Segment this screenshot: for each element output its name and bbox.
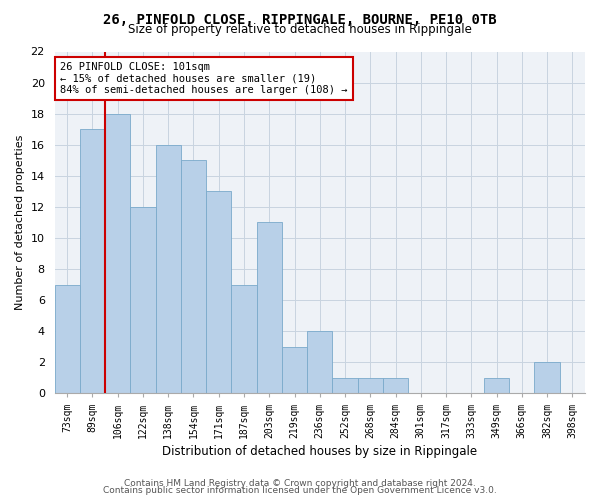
X-axis label: Distribution of detached houses by size in Rippingale: Distribution of detached houses by size … (162, 444, 478, 458)
Bar (155, 144, 181, 394)
Bar (484, 378, 509, 394)
Bar (358, 378, 383, 394)
Y-axis label: Number of detached properties: Number of detached properties (15, 134, 25, 310)
Bar (105, 114, 130, 394)
Bar (535, 362, 560, 394)
Bar (332, 378, 358, 394)
Bar (383, 378, 408, 394)
Text: Size of property relative to detached houses in Rippingale: Size of property relative to detached ho… (128, 22, 472, 36)
Bar (307, 331, 332, 394)
Bar (206, 192, 232, 394)
Text: 26, PINFOLD CLOSE, RIPPINGALE, BOURNE, PE10 0TB: 26, PINFOLD CLOSE, RIPPINGALE, BOURNE, P… (103, 12, 497, 26)
Bar (257, 222, 282, 394)
Bar (80, 129, 105, 394)
Bar (282, 346, 307, 394)
Bar (232, 284, 257, 394)
Bar (181, 160, 206, 394)
Text: Contains HM Land Registry data © Crown copyright and database right 2024.: Contains HM Land Registry data © Crown c… (124, 478, 476, 488)
Text: 26 PINFOLD CLOSE: 101sqm
← 15% of detached houses are smaller (19)
84% of semi-d: 26 PINFOLD CLOSE: 101sqm ← 15% of detach… (60, 62, 347, 95)
Bar (130, 207, 155, 394)
Text: Contains public sector information licensed under the Open Government Licence v3: Contains public sector information licen… (103, 486, 497, 495)
Bar (55, 284, 80, 394)
